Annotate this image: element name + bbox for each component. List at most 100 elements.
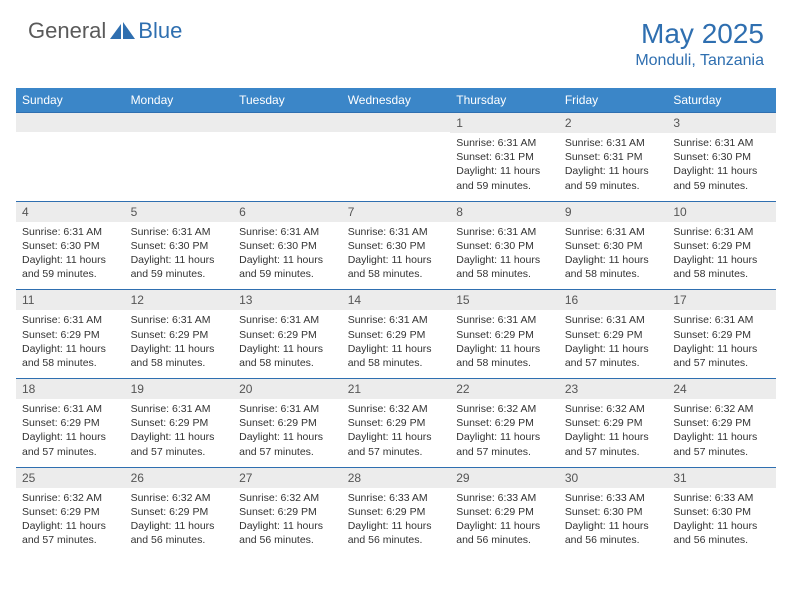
day-details: Sunrise: 6:31 AMSunset: 6:30 PMDaylight:…	[342, 222, 451, 290]
dow-cell: Tuesday	[233, 88, 342, 113]
day-cell: 18Sunrise: 6:31 AMSunset: 6:29 PMDayligh…	[16, 379, 125, 468]
day-cell: 2Sunrise: 6:31 AMSunset: 6:31 PMDaylight…	[559, 113, 668, 202]
day-details: Sunrise: 6:31 AMSunset: 6:29 PMDaylight:…	[559, 310, 668, 378]
day-cell: 9Sunrise: 6:31 AMSunset: 6:30 PMDaylight…	[559, 201, 668, 290]
month-year: May 2025	[635, 18, 764, 50]
empty-day-body	[233, 132, 342, 192]
day-cell: 7Sunrise: 6:31 AMSunset: 6:30 PMDaylight…	[342, 201, 451, 290]
day-number: 13	[233, 290, 342, 310]
empty-day-number	[16, 113, 125, 132]
day-details: Sunrise: 6:31 AMSunset: 6:30 PMDaylight:…	[559, 222, 668, 290]
day-cell: 26Sunrise: 6:32 AMSunset: 6:29 PMDayligh…	[125, 467, 234, 555]
day-cell: 15Sunrise: 6:31 AMSunset: 6:29 PMDayligh…	[450, 290, 559, 379]
day-number: 3	[667, 113, 776, 133]
day-details: Sunrise: 6:31 AMSunset: 6:29 PMDaylight:…	[16, 310, 125, 378]
day-cell: 5Sunrise: 6:31 AMSunset: 6:30 PMDaylight…	[125, 201, 234, 290]
day-details: Sunrise: 6:31 AMSunset: 6:29 PMDaylight:…	[125, 399, 234, 467]
day-number: 24	[667, 379, 776, 399]
brand-sail-icon	[110, 22, 136, 40]
location: Monduli, Tanzania	[635, 52, 764, 70]
day-details: Sunrise: 6:32 AMSunset: 6:29 PMDaylight:…	[450, 399, 559, 467]
day-details: Sunrise: 6:31 AMSunset: 6:29 PMDaylight:…	[233, 399, 342, 467]
dow-cell: Monday	[125, 88, 234, 113]
day-cell: 17Sunrise: 6:31 AMSunset: 6:29 PMDayligh…	[667, 290, 776, 379]
day-number: 10	[667, 202, 776, 222]
day-details: Sunrise: 6:32 AMSunset: 6:29 PMDaylight:…	[342, 399, 451, 467]
day-number: 2	[559, 113, 668, 133]
header: General Blue May 2025 Monduli, Tanzania	[0, 0, 792, 80]
day-details: Sunrise: 6:32 AMSunset: 6:29 PMDaylight:…	[233, 488, 342, 556]
week-row: 4Sunrise: 6:31 AMSunset: 6:30 PMDaylight…	[16, 201, 776, 290]
day-number: 15	[450, 290, 559, 310]
week-row: 18Sunrise: 6:31 AMSunset: 6:29 PMDayligh…	[16, 379, 776, 468]
day-number: 26	[125, 468, 234, 488]
empty-day-number	[233, 113, 342, 132]
dow-cell: Thursday	[450, 88, 559, 113]
day-number: 17	[667, 290, 776, 310]
brand-part1: General	[28, 18, 106, 44]
day-cell: 12Sunrise: 6:31 AMSunset: 6:29 PMDayligh…	[125, 290, 234, 379]
day-details: Sunrise: 6:31 AMSunset: 6:29 PMDaylight:…	[16, 399, 125, 467]
day-details: Sunrise: 6:31 AMSunset: 6:29 PMDaylight:…	[667, 222, 776, 290]
dow-row: SundayMondayTuesdayWednesdayThursdayFrid…	[16, 88, 776, 113]
day-number: 11	[16, 290, 125, 310]
day-number: 4	[16, 202, 125, 222]
day-number: 12	[125, 290, 234, 310]
dow-cell: Sunday	[16, 88, 125, 113]
day-details: Sunrise: 6:31 AMSunset: 6:30 PMDaylight:…	[16, 222, 125, 290]
empty-cell	[233, 113, 342, 202]
day-cell: 20Sunrise: 6:31 AMSunset: 6:29 PMDayligh…	[233, 379, 342, 468]
day-number: 22	[450, 379, 559, 399]
week-row: 11Sunrise: 6:31 AMSunset: 6:29 PMDayligh…	[16, 290, 776, 379]
empty-cell	[342, 113, 451, 202]
day-cell: 24Sunrise: 6:32 AMSunset: 6:29 PMDayligh…	[667, 379, 776, 468]
day-details: Sunrise: 6:33 AMSunset: 6:30 PMDaylight:…	[667, 488, 776, 556]
day-details: Sunrise: 6:31 AMSunset: 6:30 PMDaylight:…	[125, 222, 234, 290]
day-details: Sunrise: 6:32 AMSunset: 6:29 PMDaylight:…	[16, 488, 125, 556]
day-number: 8	[450, 202, 559, 222]
brand-logo: General Blue	[28, 18, 182, 44]
day-cell: 28Sunrise: 6:33 AMSunset: 6:29 PMDayligh…	[342, 467, 451, 555]
empty-cell	[16, 113, 125, 202]
day-cell: 21Sunrise: 6:32 AMSunset: 6:29 PMDayligh…	[342, 379, 451, 468]
day-details: Sunrise: 6:31 AMSunset: 6:29 PMDaylight:…	[233, 310, 342, 378]
day-cell: 3Sunrise: 6:31 AMSunset: 6:30 PMDaylight…	[667, 113, 776, 202]
title-block: May 2025 Monduli, Tanzania	[635, 18, 764, 70]
week-row: 25Sunrise: 6:32 AMSunset: 6:29 PMDayligh…	[16, 467, 776, 555]
day-number: 19	[125, 379, 234, 399]
day-cell: 11Sunrise: 6:31 AMSunset: 6:29 PMDayligh…	[16, 290, 125, 379]
day-details: Sunrise: 6:33 AMSunset: 6:29 PMDaylight:…	[342, 488, 451, 556]
calendar-body: 1Sunrise: 6:31 AMSunset: 6:31 PMDaylight…	[16, 113, 776, 556]
day-cell: 31Sunrise: 6:33 AMSunset: 6:30 PMDayligh…	[667, 467, 776, 555]
day-details: Sunrise: 6:31 AMSunset: 6:30 PMDaylight:…	[450, 222, 559, 290]
day-number: 31	[667, 468, 776, 488]
day-details: Sunrise: 6:31 AMSunset: 6:29 PMDaylight:…	[450, 310, 559, 378]
day-cell: 25Sunrise: 6:32 AMSunset: 6:29 PMDayligh…	[16, 467, 125, 555]
day-details: Sunrise: 6:31 AMSunset: 6:29 PMDaylight:…	[125, 310, 234, 378]
empty-day-number	[342, 113, 451, 132]
day-number: 7	[342, 202, 451, 222]
day-cell: 23Sunrise: 6:32 AMSunset: 6:29 PMDayligh…	[559, 379, 668, 468]
day-number: 1	[450, 113, 559, 133]
dow-cell: Friday	[559, 88, 668, 113]
day-details: Sunrise: 6:31 AMSunset: 6:29 PMDaylight:…	[342, 310, 451, 378]
day-cell: 1Sunrise: 6:31 AMSunset: 6:31 PMDaylight…	[450, 113, 559, 202]
dow-cell: Saturday	[667, 88, 776, 113]
empty-day-body	[125, 132, 234, 192]
day-details: Sunrise: 6:31 AMSunset: 6:29 PMDaylight:…	[667, 310, 776, 378]
day-number: 27	[233, 468, 342, 488]
day-cell: 29Sunrise: 6:33 AMSunset: 6:29 PMDayligh…	[450, 467, 559, 555]
day-cell: 19Sunrise: 6:31 AMSunset: 6:29 PMDayligh…	[125, 379, 234, 468]
day-details: Sunrise: 6:33 AMSunset: 6:30 PMDaylight:…	[559, 488, 668, 556]
day-number: 23	[559, 379, 668, 399]
day-cell: 6Sunrise: 6:31 AMSunset: 6:30 PMDaylight…	[233, 201, 342, 290]
day-number: 30	[559, 468, 668, 488]
day-number: 20	[233, 379, 342, 399]
day-number: 14	[342, 290, 451, 310]
empty-day-body	[342, 132, 451, 192]
day-details: Sunrise: 6:32 AMSunset: 6:29 PMDaylight:…	[559, 399, 668, 467]
day-details: Sunrise: 6:31 AMSunset: 6:30 PMDaylight:…	[233, 222, 342, 290]
day-details: Sunrise: 6:32 AMSunset: 6:29 PMDaylight:…	[667, 399, 776, 467]
day-number: 21	[342, 379, 451, 399]
dow-cell: Wednesday	[342, 88, 451, 113]
